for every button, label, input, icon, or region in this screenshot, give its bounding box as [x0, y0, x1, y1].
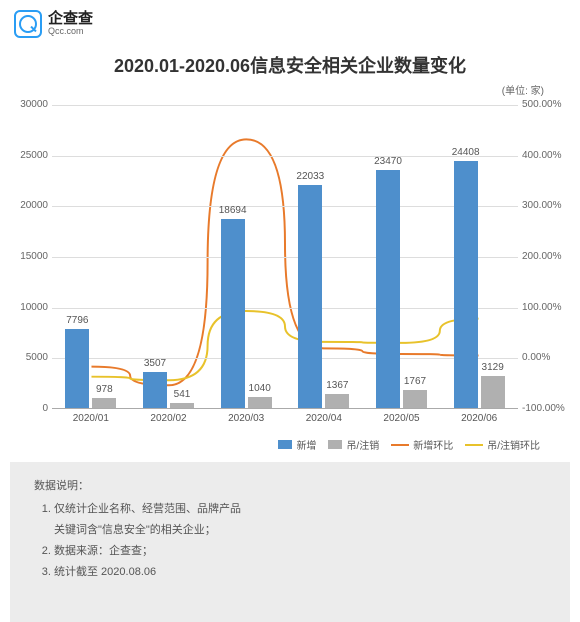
bar-value-label: 22033 — [296, 171, 324, 182]
y-left-tick: 10000 — [10, 302, 48, 313]
brand-name-en: Qcc.com — [48, 27, 93, 37]
bar-cancel: 1767 — [403, 390, 427, 408]
bar-new: 7796 — [65, 329, 89, 408]
legend-label: 吊/注销环比 — [487, 437, 540, 452]
notes-item: 数据来源：企查查； — [54, 541, 546, 562]
y-right-tick: 0.00% — [522, 352, 570, 363]
bar-cancel: 978 — [92, 398, 116, 408]
bar-cancel: 541 — [170, 403, 194, 408]
x-tick-label: 2020/05 — [383, 413, 419, 424]
x-tick-label: 2020/01 — [73, 413, 109, 424]
y-right-tick: 300.00% — [522, 200, 570, 211]
y-left-tick: 15000 — [10, 251, 48, 262]
legend-item: 吊/注销环比 — [465, 437, 540, 452]
bar-value-label: 541 — [174, 389, 191, 400]
bar-value-label: 3507 — [144, 358, 166, 369]
bar-value-label: 23470 — [374, 156, 402, 167]
chart-title: 2020.01-2020.06信息安全相关企业数量变化 — [0, 52, 580, 78]
legend-item: 新增环比 — [391, 437, 453, 452]
bar-new: 18694 — [221, 219, 245, 408]
bar-value-label: 18694 — [219, 205, 247, 216]
notes-title: 数据说明： — [34, 476, 546, 497]
bar-cancel: 1367 — [325, 394, 349, 408]
x-tick-label: 2020/03 — [228, 413, 264, 424]
legend-swatch — [391, 444, 409, 446]
bar-value-label: 1040 — [249, 383, 271, 394]
bar-value-label: 1767 — [404, 376, 426, 387]
bar-value-label: 24408 — [452, 147, 480, 158]
legend-label: 新增 — [296, 437, 316, 452]
chart-area: 0 5000 10000 15000 20000 25000 30000 -100.00% 0… — [10, 101, 570, 431]
legend-swatch — [465, 444, 483, 446]
bar-value-label: 3129 — [482, 362, 504, 373]
bar-group: 234701767 — [372, 170, 432, 408]
y-left-tick: 30000 — [10, 99, 48, 110]
y-right-tick: 400.00% — [522, 150, 570, 161]
brand-text: 企查查 Qcc.com — [48, 11, 93, 37]
bar-group: 244083129 — [449, 161, 509, 408]
chart-unit: (单位: 家) — [0, 82, 580, 97]
y-right-tick: 100.00% — [522, 302, 570, 313]
legend-item: 新增 — [278, 437, 316, 452]
bar-cancel: 3129 — [481, 376, 505, 408]
chart-plot: 7796978350754118694104022033136723470176… — [52, 105, 518, 409]
y-left-tick: 25000 — [10, 150, 48, 161]
bar-value-label: 978 — [96, 384, 113, 395]
brand-name-cn: 企查查 — [48, 11, 93, 28]
bar-value-label: 1367 — [326, 380, 348, 391]
y-right-tick: -100.00% — [522, 403, 570, 414]
legend-label: 吊/注销 — [346, 437, 379, 452]
notes-item: 统计截至 2020.08.06 — [54, 562, 546, 583]
bar-group: 220331367 — [294, 185, 354, 408]
y-left-tick: 0 — [10, 403, 48, 414]
y-right-tick: 200.00% — [522, 251, 570, 262]
x-tick-label: 2020/06 — [461, 413, 497, 424]
bar-new: 24408 — [454, 161, 478, 408]
x-tick-label: 2020/02 — [150, 413, 186, 424]
legend-label: 新增环比 — [413, 437, 453, 452]
legend-swatch — [278, 440, 292, 449]
notes-item: 仅统计企业名称、经营范围、品牌产品关键词含"信息安全"的相关企业； — [54, 499, 546, 541]
bar-new: 23470 — [376, 170, 400, 408]
legend-item: 吊/注销 — [328, 437, 379, 452]
bar-cancel: 1040 — [248, 397, 272, 408]
x-tick-label: 2020/04 — [306, 413, 342, 424]
header: 企查查 Qcc.com — [0, 0, 580, 44]
notes-section: 数据说明： 仅统计企业名称、经营范围、品牌产品关键词含"信息安全"的相关企业；数… — [10, 462, 570, 622]
bar-new: 3507 — [143, 372, 167, 408]
y-left-tick: 5000 — [10, 352, 48, 363]
bar-value-label: 7796 — [66, 315, 88, 326]
bar-group: 186941040 — [216, 219, 276, 408]
bar-group: 7796978 — [61, 329, 121, 408]
notes-list: 仅统计企业名称、经营范围、品牌产品关键词含"信息安全"的相关企业；数据来源：企查… — [34, 499, 546, 583]
bar-group: 3507541 — [139, 372, 199, 408]
legend-swatch — [328, 440, 342, 449]
bar-new: 22033 — [298, 185, 322, 408]
chart-legend: 新增 吊/注销 新增环比 吊/注销环比 — [0, 431, 580, 452]
y-left-tick: 20000 — [10, 200, 48, 211]
y-right-tick: 500.00% — [522, 99, 570, 110]
brand-logo — [14, 10, 42, 38]
